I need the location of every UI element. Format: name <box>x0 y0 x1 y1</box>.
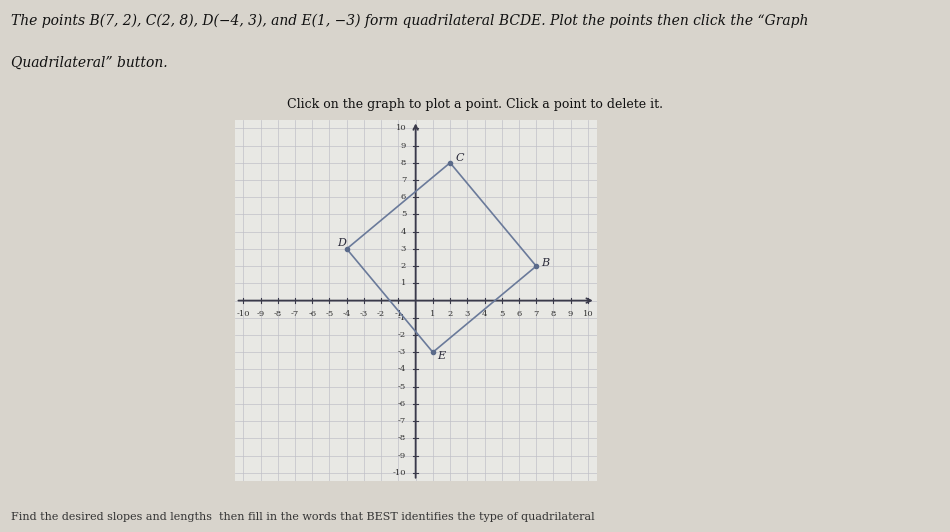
Text: 2: 2 <box>447 310 453 318</box>
Text: -10: -10 <box>237 310 250 318</box>
Text: -5: -5 <box>325 310 333 318</box>
Text: C: C <box>455 153 464 163</box>
Text: 1: 1 <box>430 310 435 318</box>
Text: -9: -9 <box>256 310 265 318</box>
Text: -9: -9 <box>398 452 407 460</box>
Text: -8: -8 <box>274 310 282 318</box>
Text: 4: 4 <box>482 310 487 318</box>
Text: 7: 7 <box>534 310 539 318</box>
Text: 4: 4 <box>401 228 407 236</box>
Text: -4: -4 <box>398 365 407 373</box>
Text: 8: 8 <box>551 310 556 318</box>
Text: 6: 6 <box>517 310 522 318</box>
Text: -3: -3 <box>398 348 407 356</box>
Text: -8: -8 <box>398 435 407 443</box>
Text: Find the desired slopes and lengths  then fill in the words that BEST identifies: Find the desired slopes and lengths then… <box>11 512 595 522</box>
Text: The points B(7, 2), C(2, 8), D(−4, 3), and E(1, −3) form quadrilateral BCDE. Plo: The points B(7, 2), C(2, 8), D(−4, 3), a… <box>11 13 808 28</box>
Text: 5: 5 <box>499 310 504 318</box>
Text: 2: 2 <box>401 262 407 270</box>
Text: -2: -2 <box>398 331 407 339</box>
Text: -7: -7 <box>291 310 299 318</box>
Text: -7: -7 <box>398 417 407 425</box>
Text: -5: -5 <box>398 383 407 390</box>
Text: Click on the graph to plot a point. Click a point to delete it.: Click on the graph to plot a point. Clic… <box>287 98 663 111</box>
Text: -1: -1 <box>394 310 403 318</box>
Text: 7: 7 <box>401 176 407 184</box>
Text: 10: 10 <box>395 124 407 132</box>
Text: E: E <box>437 351 446 361</box>
Text: 3: 3 <box>465 310 470 318</box>
Text: 5: 5 <box>401 211 407 219</box>
Text: B: B <box>542 258 549 268</box>
Text: -6: -6 <box>308 310 316 318</box>
Text: 10: 10 <box>582 310 593 318</box>
Text: 3: 3 <box>401 245 407 253</box>
Text: 8: 8 <box>401 159 407 167</box>
Text: 9: 9 <box>568 310 574 318</box>
Text: -6: -6 <box>398 400 407 408</box>
Text: -2: -2 <box>377 310 386 318</box>
Text: 9: 9 <box>401 142 407 149</box>
Text: D: D <box>337 238 346 248</box>
Text: 1: 1 <box>401 279 407 287</box>
Text: -10: -10 <box>392 469 407 477</box>
Text: 6: 6 <box>401 193 407 201</box>
Text: -1: -1 <box>398 314 407 322</box>
Text: -4: -4 <box>343 310 351 318</box>
Text: -3: -3 <box>360 310 368 318</box>
Text: Quadrilateral” button.: Quadrilateral” button. <box>11 56 168 70</box>
